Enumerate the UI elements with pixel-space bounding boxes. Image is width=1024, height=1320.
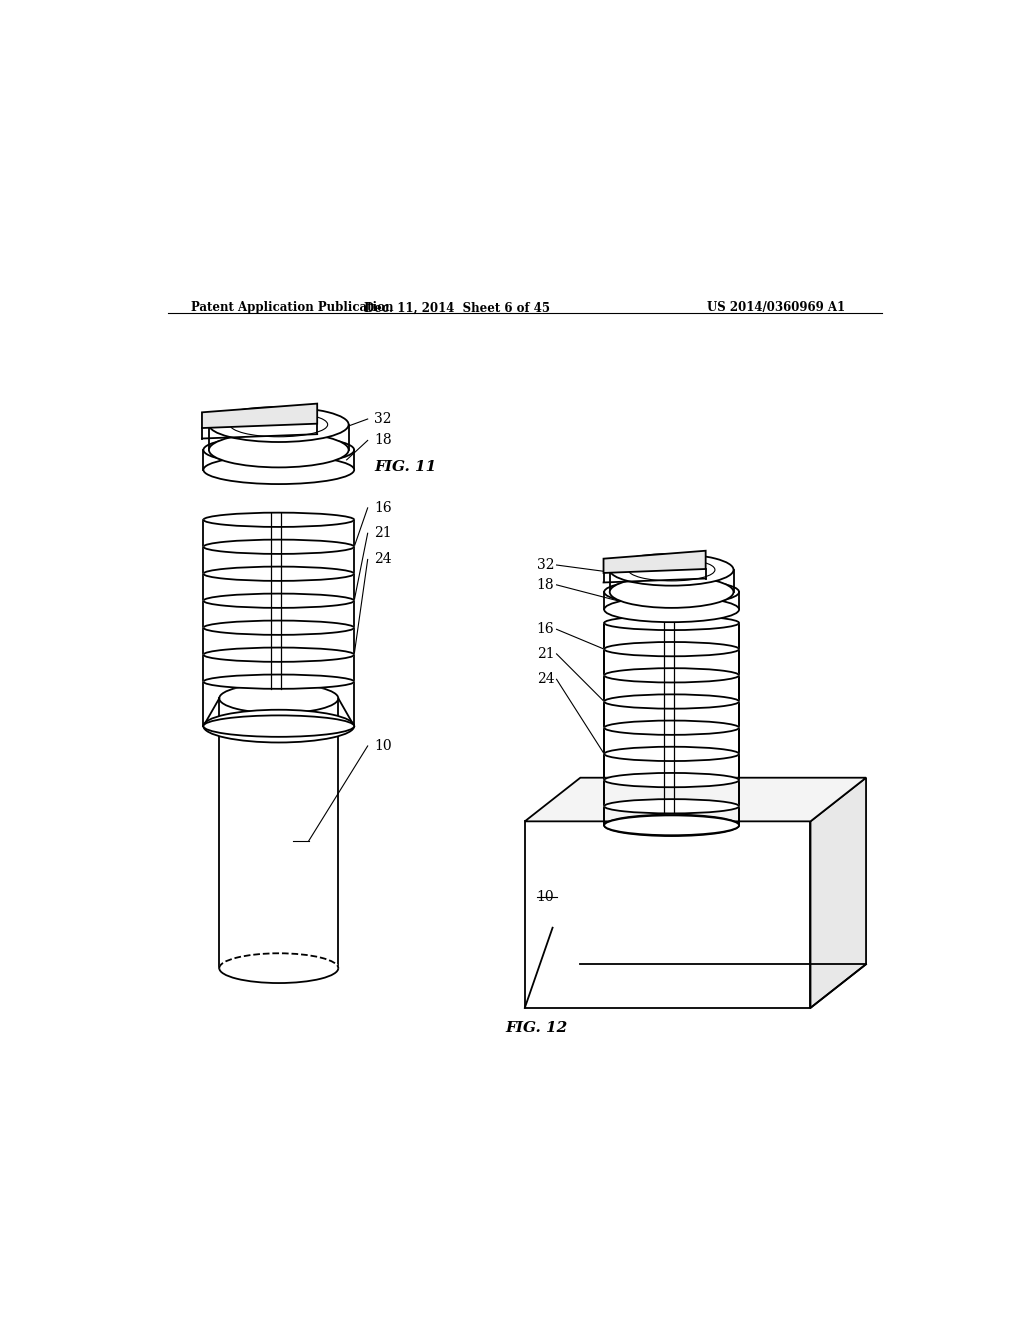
Text: FIG. 11: FIG. 11: [374, 459, 436, 474]
Ellipse shape: [204, 715, 354, 737]
Text: FIG. 12: FIG. 12: [505, 1020, 567, 1035]
Polygon shape: [524, 777, 866, 821]
Text: 24: 24: [374, 553, 391, 566]
Polygon shape: [811, 777, 866, 1008]
Text: 16: 16: [537, 622, 554, 636]
Ellipse shape: [604, 597, 739, 622]
Polygon shape: [603, 550, 706, 573]
Ellipse shape: [219, 953, 338, 983]
Ellipse shape: [204, 455, 354, 484]
Text: Patent Application Publication: Patent Application Publication: [191, 301, 394, 314]
Ellipse shape: [204, 594, 354, 609]
Text: 24: 24: [537, 672, 554, 686]
Ellipse shape: [204, 675, 354, 689]
Text: 32: 32: [374, 412, 391, 426]
Ellipse shape: [604, 814, 739, 836]
Ellipse shape: [209, 407, 348, 442]
Text: US 2014/0360969 A1: US 2014/0360969 A1: [708, 301, 846, 314]
Text: 18: 18: [537, 578, 554, 591]
Text: 21: 21: [537, 647, 554, 661]
Text: 16: 16: [374, 500, 391, 515]
Ellipse shape: [604, 642, 739, 656]
Polygon shape: [524, 821, 811, 1008]
Text: 10: 10: [374, 739, 391, 752]
Text: Dec. 11, 2014  Sheet 6 of 45: Dec. 11, 2014 Sheet 6 of 45: [365, 301, 550, 314]
Ellipse shape: [204, 710, 354, 742]
Ellipse shape: [609, 576, 733, 609]
Ellipse shape: [204, 540, 354, 554]
Ellipse shape: [604, 747, 739, 762]
Ellipse shape: [604, 668, 739, 682]
Ellipse shape: [204, 620, 354, 635]
Ellipse shape: [209, 433, 348, 467]
Ellipse shape: [604, 694, 739, 709]
Ellipse shape: [204, 436, 354, 465]
Ellipse shape: [604, 616, 739, 630]
Ellipse shape: [604, 579, 739, 605]
Ellipse shape: [604, 774, 739, 787]
Text: 10: 10: [537, 890, 554, 904]
Ellipse shape: [204, 648, 354, 661]
Ellipse shape: [604, 721, 739, 735]
Text: 18: 18: [374, 433, 391, 447]
Ellipse shape: [609, 554, 733, 586]
Polygon shape: [202, 404, 317, 428]
Ellipse shape: [204, 566, 354, 581]
Ellipse shape: [604, 816, 739, 836]
Ellipse shape: [204, 512, 354, 527]
Text: 21: 21: [374, 527, 391, 540]
Ellipse shape: [604, 799, 739, 813]
Text: 32: 32: [537, 558, 554, 572]
Ellipse shape: [219, 684, 338, 713]
